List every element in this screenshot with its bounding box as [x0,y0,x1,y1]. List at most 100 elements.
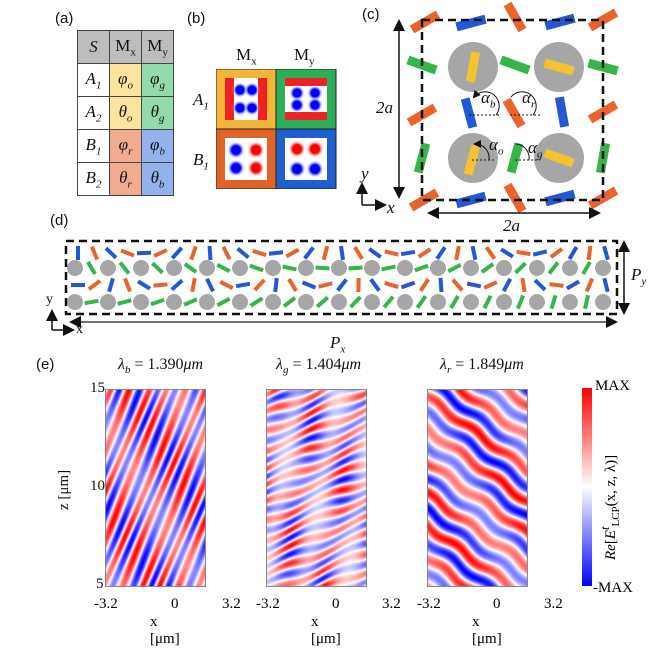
orange-nanorod [483,280,498,290]
cell-my: φb [141,129,174,163]
axis-x-label: x [76,322,83,337]
mode-row-b1: B1 [193,150,209,173]
blue-nanorod [554,96,570,128]
green-nanorod [480,262,495,274]
green-nanorod [348,265,363,271]
mode-a1-mx [216,69,277,130]
green-nanorod [506,142,524,174]
blue-nanorod [104,246,118,260]
pillar [595,260,611,276]
green-nanorod [583,294,590,310]
blue-nanorod [455,191,487,209]
pillar [529,260,545,276]
blue-nanorod [170,246,184,260]
green-nanorod [315,265,330,271]
pillar [496,294,512,310]
x-axis-label: x [μm] [311,614,341,647]
orange-nanorod [454,245,461,261]
axis-y-label: y [46,292,53,307]
angle-label-g: αg [528,138,543,161]
field-title-g: λg = 1.404μm [276,356,362,377]
x-tick: 0 [493,596,501,612]
blue-nanorod [435,246,447,260]
pillar [298,294,314,310]
green-nanorod [381,264,396,272]
mode-b1-my [275,128,337,189]
pillar [364,294,380,310]
width-label: 2a [503,216,520,235]
blue-nanorod [400,249,416,257]
x-tick: 0 [332,596,340,612]
blue-nanorod [205,277,215,293]
table-row: B1 φr φb [77,129,174,163]
orange-nanorod [384,281,399,289]
orange-nanorod [586,245,593,261]
cell-mx: φo [109,63,142,97]
supercell-diagram [46,239,630,336]
orange-nanorod [516,249,531,257]
pillar [496,260,512,276]
orange-nanorod [587,100,619,124]
orange-nanorod [384,249,399,257]
green-nanorod [415,295,428,309]
pillar [331,260,347,276]
x-tick: 3.2 [544,596,563,612]
orange-nanorod [221,245,232,261]
blue-nanorod [236,246,250,260]
x-tick: 0 [171,596,179,612]
cell-s: B2 [77,162,110,196]
green-nanorod [449,294,460,310]
green-nanorod [86,260,97,276]
pillar [529,294,545,310]
orange-nanorod [87,279,102,291]
pillar [166,294,182,310]
axis-x-label: x [387,198,395,217]
green-nanorod [547,261,560,275]
orange-nanorod [123,277,132,293]
pillar [463,260,479,276]
colorbar-max: MAX [595,378,631,394]
panel-label-d: (d) [50,212,69,229]
yellow-nanorod [543,58,575,76]
pillar [331,294,347,310]
green-nanorod [414,263,429,273]
pillar [463,294,479,310]
x-axis-label: x [μm] [472,614,502,647]
field-map-blue [104,389,207,587]
pillar [133,294,149,310]
blue-nanorod [339,245,345,261]
colorbar [582,388,592,586]
mode-col-mx: Mx [236,45,257,68]
blue-nanorod [438,277,444,293]
orange-nanorod [189,245,198,261]
green-nanorod [516,294,525,310]
orange-nanorod [356,277,361,293]
cell-s: B1 [77,129,110,163]
axis-y-label: y [361,164,369,183]
blue-nanorod [107,277,115,293]
x-axis-label: x [μm] [150,614,180,647]
px-label: Px [330,333,346,356]
header-my: My [141,30,174,64]
angle-label-b: αb [481,88,496,111]
green-nanorod [499,55,531,75]
green-nanorod [282,264,297,272]
pillar [100,260,116,276]
field-title-r: λr = 1.849μm [440,356,524,377]
y-tick: 15 [90,380,105,396]
green-nanorod [249,263,264,273]
pillar [133,260,149,276]
blue-nanorod [137,279,151,291]
blue-nanorod [533,278,547,292]
blue-nanorod [602,277,610,293]
orange-nanorod [503,1,527,33]
panel-label-c: (c) [362,6,380,23]
supercell-boundary [64,239,619,316]
blue-nanorod [567,245,579,261]
pillar [430,260,446,276]
orange-nanorod [120,248,135,258]
yellow-nanorod [465,51,481,83]
pillar [232,294,248,310]
pillar [562,294,578,310]
